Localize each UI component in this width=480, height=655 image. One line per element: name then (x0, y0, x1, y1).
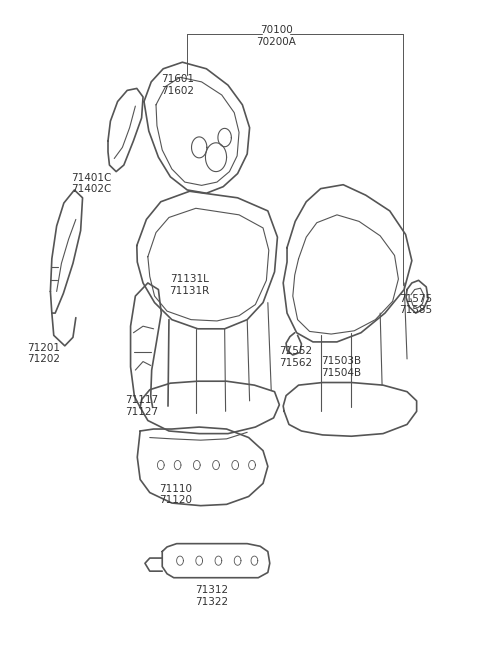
Text: 71131L
71131R: 71131L 71131R (169, 274, 210, 295)
Text: 71503B
71504B: 71503B 71504B (321, 356, 361, 377)
Text: 71110
71120: 71110 71120 (159, 484, 192, 505)
Text: 71552
71562: 71552 71562 (278, 346, 312, 367)
Text: 71401C
71402C: 71401C 71402C (71, 173, 111, 194)
Text: 71601
71602: 71601 71602 (161, 75, 194, 96)
Text: 71312
71322: 71312 71322 (194, 586, 228, 607)
Text: 71575
71585: 71575 71585 (398, 294, 432, 315)
Text: 71117
71127: 71117 71127 (125, 396, 158, 417)
Text: 70100
70200A: 70100 70200A (256, 26, 296, 47)
Text: 71201
71202: 71201 71202 (27, 343, 60, 364)
